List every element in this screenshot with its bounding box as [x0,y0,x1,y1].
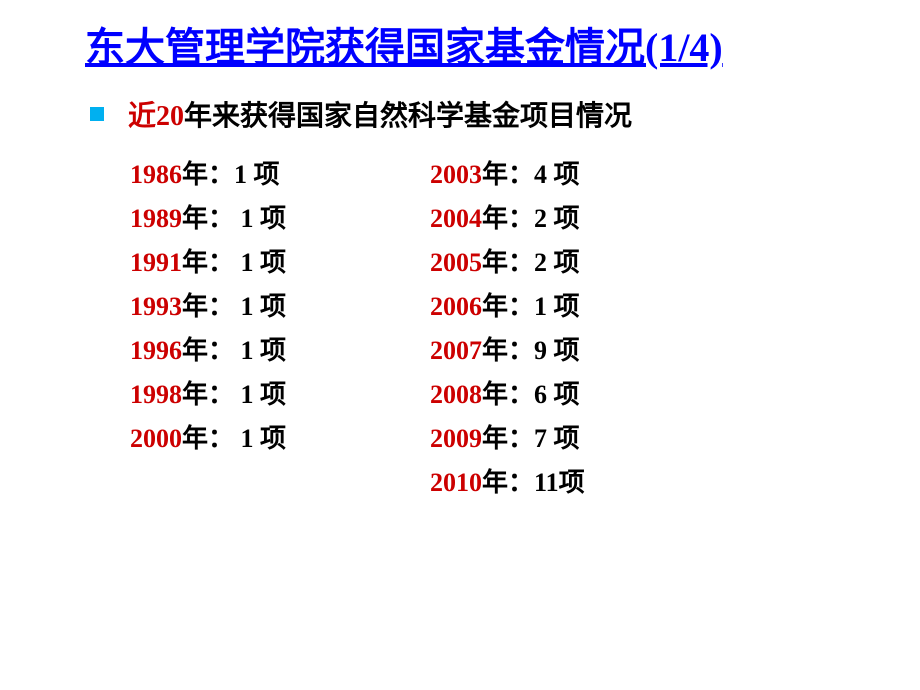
count-value: 1 项 [534,292,580,321]
year-value: 2000 [130,424,182,453]
year-value: 2007 [430,336,482,365]
year-value: 2009 [430,424,482,453]
data-row: 2006年：1 项 [430,294,730,320]
separator: 年： [482,424,534,453]
count-value: 6 项 [534,380,580,409]
separator: 年： [182,380,241,409]
year-value: 1986 [130,160,182,189]
separator: 年： [482,204,534,233]
count-value: 7 项 [534,424,580,453]
separator: 年： [482,336,534,365]
bullet-text: 近20年来获得国家自然科学基金项目情况 [128,94,632,134]
data-columns: 1986年：1 项1989年： 1 项1991年： 1 项1993年： 1 项1… [0,162,920,514]
separator: 年： [482,468,534,497]
slide-title: 东大管理学院获得国家基金情况(1/4) [0,20,920,76]
separator: 年： [182,160,234,189]
separator: 年： [182,204,241,233]
separator: 年： [182,248,241,277]
bullet-prefix: 近 [128,101,156,132]
data-row: 2007年：9 项 [430,338,730,364]
separator: 年： [482,292,534,321]
year-value: 1996 [130,336,182,365]
count-value: 1 项 [241,424,287,453]
data-row: 2010年：11项 [430,470,730,496]
bullet-highlight: 20 [156,101,184,132]
data-row: 2004年：2 项 [430,206,730,232]
count-value: 1 项 [241,336,287,365]
data-row: 1991年： 1 项 [130,250,430,276]
count-value: 2 项 [534,248,580,277]
count-value: 1 项 [234,160,280,189]
data-row: 1993年： 1 项 [130,294,430,320]
separator: 年： [182,292,241,321]
count-value: 2 项 [534,204,580,233]
year-value: 2005 [430,248,482,277]
count-value: 1 项 [241,248,287,277]
year-value: 1998 [130,380,182,409]
data-row: 1986年：1 项 [130,162,430,188]
year-value: 1989 [130,204,182,233]
count-value: 1 项 [241,380,287,409]
year-value: 2004 [430,204,482,233]
bullet-row: 近20年来获得国家自然科学基金项目情况 [0,94,920,134]
separator: 年： [482,160,534,189]
data-row: 1996年： 1 项 [130,338,430,364]
separator: 年： [482,248,534,277]
data-row: 2009年：7 项 [430,426,730,452]
count-value: 9 项 [534,336,580,365]
year-value: 2010 [430,468,482,497]
year-value: 2003 [430,160,482,189]
bullet-suffix: 年来获得国家自然科学基金项目情况 [184,101,632,132]
separator: 年： [182,336,241,365]
year-value: 2008 [430,380,482,409]
count-value: 1 项 [241,292,287,321]
data-row: 2003年：4 项 [430,162,730,188]
separator: 年： [182,424,241,453]
left-column: 1986年：1 项1989年： 1 项1991年： 1 项1993年： 1 项1… [130,162,430,514]
data-row: 2000年： 1 项 [130,426,430,452]
data-row: 2005年：2 项 [430,250,730,276]
year-value: 2006 [430,292,482,321]
count-value: 1 项 [241,204,287,233]
year-value: 1991 [130,248,182,277]
year-value: 1993 [130,292,182,321]
right-column: 2003年：4 项2004年：2 项2005年：2 项2006年：1 项2007… [430,162,730,514]
data-row: 1998年： 1 项 [130,382,430,408]
count-value: 4 项 [534,160,580,189]
square-bullet-icon [90,107,104,121]
count-value: 11项 [534,468,585,497]
data-row: 1989年： 1 项 [130,206,430,232]
separator: 年： [482,380,534,409]
data-row: 2008年：6 项 [430,382,730,408]
